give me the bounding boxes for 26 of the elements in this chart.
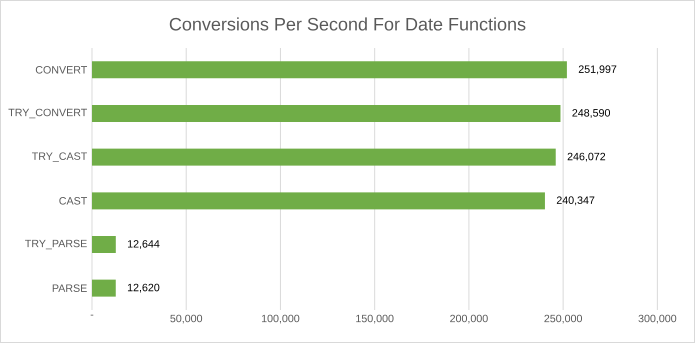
y-tick-label: TRY_CAST — [32, 152, 88, 162]
y-tick-label: TRY_PARSE — [25, 240, 87, 250]
bar — [92, 104, 560, 122]
x-tick-label: 300,000 — [638, 314, 676, 324]
x-tick-label: 150,000 — [356, 314, 394, 324]
data-label: 246,072 — [568, 152, 606, 162]
data-label: 248,590 — [572, 109, 610, 118]
bar — [92, 280, 116, 297]
data-label: 12,620 — [128, 284, 160, 293]
y-tick-label: CONVERT — [36, 66, 88, 74]
x-tick-label: 100,000 — [262, 314, 300, 324]
data-label: 240,347 — [556, 196, 594, 206]
x-tick-label: 50,000 — [170, 314, 202, 324]
y-tick-label: TRY_CONVERT — [8, 108, 88, 118]
bar — [92, 236, 116, 254]
x-tick-label: 200,000 — [450, 314, 488, 324]
y-tick-label: PARSE — [52, 284, 87, 292]
bar — [92, 192, 545, 210]
y-tick-label: CAST — [59, 197, 88, 205]
bar — [92, 61, 567, 78]
bar — [92, 148, 556, 166]
chart-title: Conversions Per Second For Date Functions — [170, 17, 526, 31]
x-tick-label: 250,000 — [544, 314, 582, 324]
x-tick-label: - — [90, 314, 94, 316]
data-label: 12,644 — [128, 240, 160, 249]
data-label: 251,997 — [578, 65, 616, 74]
